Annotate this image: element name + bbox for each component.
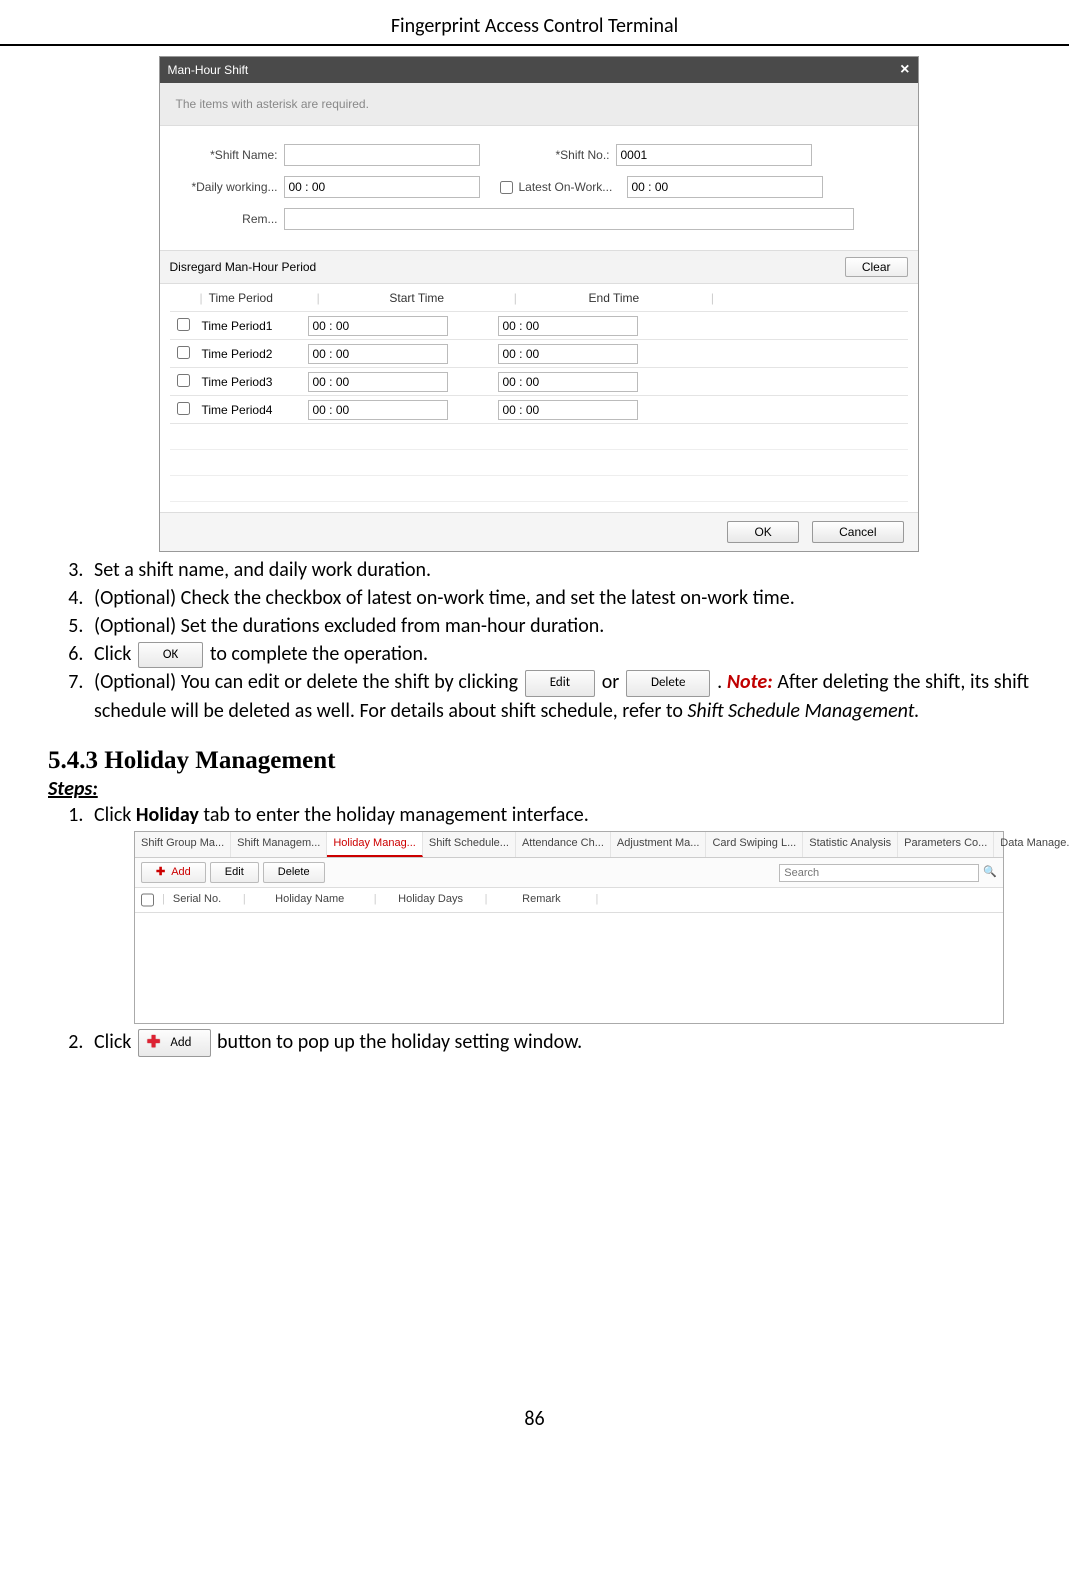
end-time-input[interactable] (498, 316, 638, 336)
search-input[interactable] (779, 864, 979, 882)
tab-5[interactable]: Adjustment Ma... (611, 832, 707, 857)
steps-list-b: Click Holiday tab to enter the holiday m… (48, 801, 1029, 1058)
tab-7[interactable]: Statistic Analysis (803, 832, 898, 857)
time-period-cell: Time Period3 (198, 375, 308, 389)
tab-4[interactable]: Attendance Ch... (516, 832, 611, 857)
ok-button[interactable]: OK (727, 521, 798, 543)
remark-input[interactable] (284, 208, 854, 230)
steps-header: Steps: (48, 777, 1029, 801)
step-b2: Click ✚ Add button to pop up the holiday… (88, 1028, 1029, 1057)
latest-onwork-input[interactable] (627, 176, 823, 198)
tab-3[interactable]: Shift Schedule... (423, 832, 516, 857)
toolbar-add-button[interactable]: ✚Add (141, 862, 206, 883)
start-time-input[interactable] (308, 372, 448, 392)
man-hour-shift-dialog: Man-Hour Shift × The items with asterisk… (159, 56, 919, 552)
time-period-cell: Time Period2 (198, 347, 308, 361)
start-time-input[interactable] (308, 400, 448, 420)
dialog-title: Man-Hour Shift (168, 63, 249, 77)
step-b1: Click Holiday tab to enter the holiday m… (88, 801, 1029, 1024)
close-icon[interactable]: × (900, 61, 909, 79)
remark-label: Rem... (172, 212, 284, 226)
time-period-cell: Time Period1 (198, 319, 308, 333)
plus-icon: ✚ (156, 865, 165, 880)
row-checkbox[interactable] (177, 346, 190, 359)
shift-no-input[interactable] (616, 144, 812, 166)
row-checkbox[interactable] (177, 402, 190, 415)
col-start-time: Start Time (322, 291, 512, 305)
inline-delete-button: Delete (626, 670, 711, 696)
disregard-section-title: Disregard Man-Hour Period (170, 260, 317, 274)
toolbar-delete-button[interactable]: Delete (263, 862, 325, 883)
latest-onwork-checkbox[interactable] (500, 181, 513, 194)
start-time-input[interactable] (308, 316, 448, 336)
col-end-time: End Time (519, 291, 709, 305)
row-checkbox[interactable] (177, 374, 190, 387)
steps-list-a: Set a shift name, and daily work duratio… (48, 556, 1029, 725)
shift-name-label: *Shift Name: (172, 148, 284, 162)
note-label: Note: (727, 670, 773, 694)
plus-icon: ✚ (147, 1032, 160, 1054)
col-serial-no: Serial No. (169, 892, 239, 907)
row-checkbox[interactable] (177, 318, 190, 331)
start-time-input[interactable] (308, 344, 448, 364)
search-icon[interactable]: 🔍 (983, 865, 997, 880)
shift-no-label: *Shift No.: (516, 148, 616, 162)
section-heading: 5.4.3 Holiday Management (48, 747, 1029, 775)
tab-2[interactable]: Holiday Manag... (327, 832, 423, 857)
holiday-mgmt-screenshot: Shift Group Ma...Shift Managem...Holiday… (134, 831, 1004, 1024)
inline-edit-button: Edit (525, 670, 595, 696)
col-time-period: Time Period (205, 291, 315, 305)
cancel-button[interactable]: Cancel (812, 521, 903, 543)
end-time-input[interactable] (498, 400, 638, 420)
daily-working-label: *Daily working... (172, 180, 284, 194)
end-time-input[interactable] (498, 372, 638, 392)
step-3: Set a shift name, and daily work duratio… (88, 556, 1029, 584)
clear-button[interactable]: Clear (845, 257, 908, 277)
inline-ok-button: OK (138, 642, 203, 668)
col-remark: Remark (491, 892, 591, 907)
col-holiday-name: Holiday Name (250, 892, 370, 907)
tab-8[interactable]: Parameters Co... (898, 832, 994, 857)
tab-6[interactable]: Card Swiping L... (706, 832, 803, 857)
latest-onwork-label: Latest On-Work... (519, 180, 627, 194)
col-holiday-days: Holiday Days (381, 892, 481, 907)
tab-0[interactable]: Shift Group Ma... (135, 832, 231, 857)
shift-name-input[interactable] (284, 144, 480, 166)
page-header: Fingerprint Access Control Terminal (0, 0, 1069, 46)
page-number: 86 (0, 1407, 1069, 1441)
select-all-checkbox[interactable] (141, 892, 154, 907)
inline-add-button: ✚ Add (138, 1029, 211, 1057)
step-6: Click OK to complete the operation. (88, 640, 1029, 668)
toolbar-edit-button[interactable]: Edit (210, 862, 259, 883)
required-banner: The items with asterisk are required. (160, 83, 918, 126)
daily-working-input[interactable] (284, 176, 480, 198)
step-5: (Optional) Set the durations excluded fr… (88, 612, 1029, 640)
tab-9[interactable]: Data Manage... (994, 832, 1069, 857)
time-period-cell: Time Period4 (198, 403, 308, 417)
shift-schedule-ref: Shift Schedule Management. (687, 699, 919, 723)
step-7: (Optional) You can edit or delete the sh… (88, 668, 1029, 724)
end-time-input[interactable] (498, 344, 638, 364)
dialog-titlebar: Man-Hour Shift × (160, 57, 918, 83)
tab-1[interactable]: Shift Managem... (231, 832, 327, 857)
step-4: (Optional) Check the checkbox of latest … (88, 584, 1029, 612)
